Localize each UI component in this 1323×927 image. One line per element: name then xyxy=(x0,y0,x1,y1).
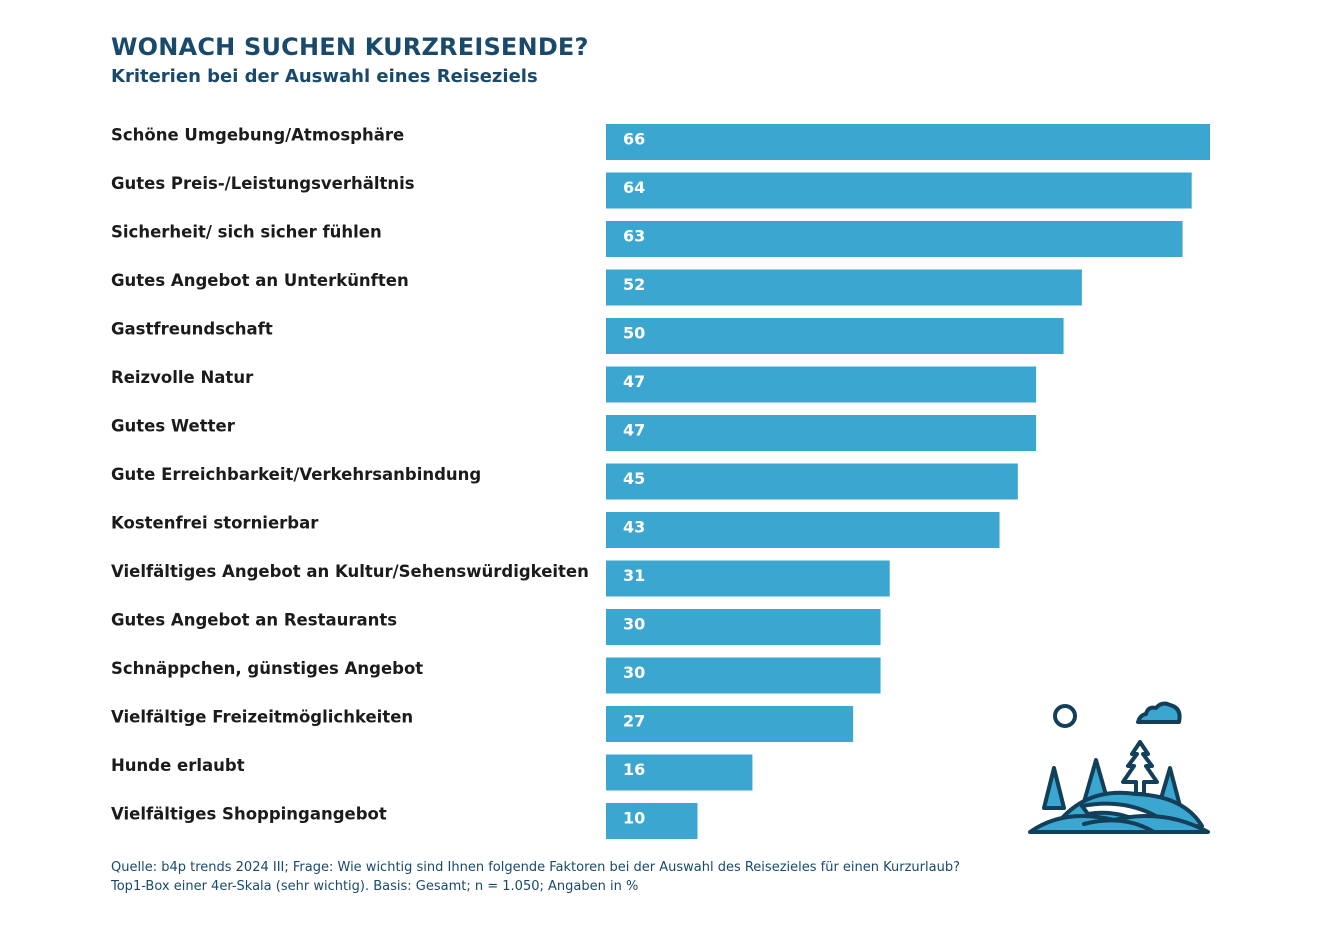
category-label: Gastfreundschaft xyxy=(111,320,273,339)
value-label: 66 xyxy=(623,130,645,149)
category-label: Gutes Angebot an Unterkünften xyxy=(111,271,409,290)
value-label: 27 xyxy=(623,712,645,731)
value-label: 43 xyxy=(623,518,645,537)
value-label: 47 xyxy=(623,421,645,440)
category-label: Gutes Angebot an Restaurants xyxy=(111,611,397,630)
category-label: Gutes Wetter xyxy=(111,417,236,436)
value-label: 45 xyxy=(623,469,645,488)
source-note: Quelle: b4p trends 2024 III; Frage: Wie … xyxy=(111,858,960,896)
bar xyxy=(606,221,1183,257)
category-label: Hunde erlaubt xyxy=(111,756,245,775)
bar xyxy=(606,754,753,791)
bar xyxy=(606,657,881,694)
bar xyxy=(606,803,698,839)
category-label: Gutes Preis-/Leistungsverhältnis xyxy=(111,174,415,193)
category-label: Kostenfrei stornierbar xyxy=(111,514,319,533)
value-label: 64 xyxy=(623,178,645,197)
category-label: Vielfältiges Angebot an Kultur/Sehenswür… xyxy=(111,562,589,581)
chart-title: WONACH SUCHEN KURZREISENDE? xyxy=(111,33,589,61)
bar xyxy=(606,172,1192,209)
category-label: Vielfältige Freizeitmöglichkeiten xyxy=(111,708,413,727)
bar xyxy=(606,706,854,742)
value-label: 63 xyxy=(623,227,645,246)
source-line-2: Top1-Box einer 4er-Skala (sehr wichtig).… xyxy=(111,879,639,894)
category-label: Gute Erreichbarkeit/Verkehrsanbindung xyxy=(111,465,481,484)
value-label: 52 xyxy=(623,275,645,294)
value-label: 10 xyxy=(623,809,645,828)
value-label: 31 xyxy=(623,566,645,585)
value-label: 50 xyxy=(623,324,645,343)
bar xyxy=(606,415,1037,451)
bar xyxy=(606,463,1018,500)
landscape-icon xyxy=(1028,701,1210,834)
bar xyxy=(606,512,1000,548)
bar xyxy=(606,269,1082,306)
bar xyxy=(606,124,1210,160)
category-label: Sicherheit/ sich sicher fühlen xyxy=(111,223,382,242)
chart-subtitle: Kriterien bei der Auswahl eines Reisezie… xyxy=(111,66,538,87)
value-label: 30 xyxy=(623,663,645,682)
category-label: Schöne Umgebung/Atmosphäre xyxy=(111,126,404,145)
category-label: Reizvolle Natur xyxy=(111,368,254,387)
bar xyxy=(606,609,881,645)
value-label: 16 xyxy=(623,760,645,779)
value-label: 47 xyxy=(623,372,645,391)
bar xyxy=(606,560,890,597)
bar xyxy=(606,366,1037,403)
category-label: Vielfältiges Shoppingangebot xyxy=(111,805,387,824)
bar xyxy=(606,318,1064,354)
value-label: 30 xyxy=(623,615,645,634)
category-label: Schnäppchen, günstiges Angebot xyxy=(111,659,423,678)
source-line-1: Quelle: b4p trends 2024 III; Frage: Wie … xyxy=(111,860,960,875)
